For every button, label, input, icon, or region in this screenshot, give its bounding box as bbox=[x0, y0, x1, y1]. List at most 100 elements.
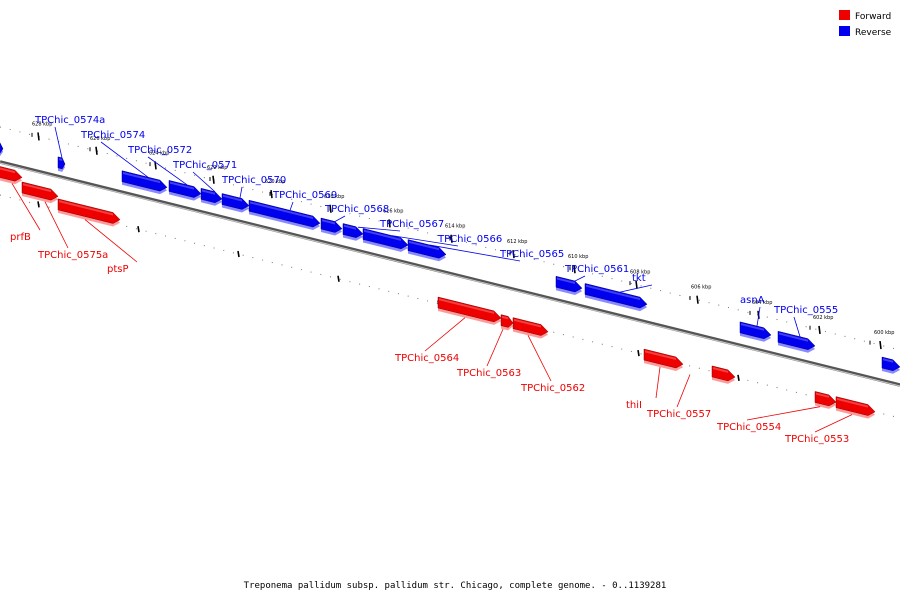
scale-tick-label: 622 kbp bbox=[207, 165, 227, 171]
scale-tick-label: 608 kbp bbox=[630, 270, 650, 276]
gene-arrow[interactable] bbox=[555, 275, 583, 295]
gene-arrow[interactable] bbox=[711, 365, 736, 384]
gene-label[interactable]: TPChic_0563 bbox=[456, 368, 521, 379]
gene-arrow[interactable] bbox=[437, 296, 502, 325]
gene-arrow[interactable] bbox=[777, 330, 816, 353]
label-leader-line bbox=[289, 201, 294, 211]
scale-tick-label: 612 kbp bbox=[507, 239, 527, 245]
scale-ticks: 628 kbp 626 kbp 624 kbp 622 kbp 620 kbp 618 k… bbox=[31, 121, 894, 406]
gene-arrow[interactable] bbox=[835, 396, 876, 419]
scale-tick-label: 602 kbp bbox=[813, 315, 833, 321]
scale-tick-label: 628 kbp bbox=[32, 121, 52, 127]
scale-tick bbox=[635, 280, 638, 289]
label-leader-line bbox=[655, 366, 661, 399]
gene-arrow[interactable] bbox=[320, 217, 343, 236]
gene-arrow[interactable] bbox=[0, 165, 23, 185]
gene-label[interactable]: TPChic_0570 bbox=[221, 175, 286, 186]
scale-tick bbox=[696, 295, 699, 304]
scale-tick-label: 626 kbp bbox=[90, 136, 110, 142]
gene-arrow[interactable] bbox=[57, 198, 121, 227]
label-leaders bbox=[11, 126, 853, 433]
gene-label[interactable]: TPChic_0561 bbox=[564, 264, 629, 275]
label-leader-line bbox=[100, 141, 149, 178]
scale-tick bbox=[573, 265, 576, 274]
gene-label[interactable]: TPChic_0565 bbox=[499, 249, 564, 260]
label-leader-line bbox=[814, 414, 853, 433]
label-leader-line bbox=[429, 244, 521, 262]
gene-label[interactable]: TPChic_0554 bbox=[716, 422, 781, 433]
gene-label[interactable]: TPChic_0567 bbox=[379, 219, 444, 230]
scale-tick bbox=[450, 234, 453, 243]
legend-forward-swatch bbox=[839, 10, 850, 20]
label-leader-line bbox=[239, 186, 243, 199]
label-leader-line bbox=[11, 183, 41, 231]
label-leader-line bbox=[486, 328, 504, 367]
gene-label[interactable]: TPChic_0557 bbox=[646, 409, 711, 420]
gene-label[interactable]: tkt bbox=[632, 273, 646, 284]
gene-arrow[interactable] bbox=[0, 141, 4, 157]
scale-tick-label: 616 kbp bbox=[383, 208, 403, 214]
gene-label[interactable]: TPChic_0575a bbox=[37, 250, 108, 261]
legend-reverse-swatch bbox=[839, 26, 850, 36]
label-leader-line bbox=[756, 306, 761, 327]
gene-arrow[interactable] bbox=[248, 199, 321, 231]
gene-arrow[interactable] bbox=[342, 223, 364, 241]
gene-label[interactable]: TPChic_0574 bbox=[80, 130, 145, 141]
scale-tick bbox=[637, 349, 640, 357]
gene-label[interactable]: TPChic_0572 bbox=[127, 145, 192, 156]
gene-arrow[interactable] bbox=[362, 228, 409, 252]
legend: Forward Reverse bbox=[839, 10, 892, 38]
label-leader-line bbox=[147, 156, 188, 186]
label-leader-line bbox=[424, 317, 466, 352]
label-leader-line bbox=[574, 275, 586, 282]
gene-label[interactable]: TPChic_0574a bbox=[34, 115, 105, 126]
gene-label[interactable]: TPChic_0566 bbox=[437, 234, 502, 245]
gene-label[interactable]: thiI bbox=[626, 400, 642, 411]
scale-tick bbox=[270, 190, 273, 199]
label-leader-line bbox=[84, 219, 138, 263]
scale-tick-label: 604 kbp bbox=[752, 300, 772, 306]
label-leader-line bbox=[357, 226, 401, 232]
gene-label[interactable]: TPChic_0562 bbox=[520, 383, 585, 394]
gene-arrow[interactable] bbox=[881, 356, 900, 374]
scale-tick-label: 600 kbp bbox=[874, 330, 894, 336]
scale-tick bbox=[737, 374, 740, 381]
legend-reverse-label: Reverse bbox=[855, 28, 892, 38]
scale-tick-label: 606 kbp bbox=[691, 285, 711, 291]
gene-label[interactable]: TPChic_0555 bbox=[773, 305, 838, 316]
scale-tick bbox=[137, 226, 140, 233]
gene-arrow[interactable] bbox=[512, 317, 549, 339]
label-leader-line bbox=[192, 171, 216, 193]
gene-label[interactable]: prfB bbox=[10, 232, 31, 243]
genome-caption: Treponema pallidum subsp. pallidum str. … bbox=[244, 581, 667, 591]
gene-features bbox=[0, 141, 900, 419]
legend-forward-label: Forward bbox=[855, 12, 891, 22]
gene-label[interactable]: TPChic_0553 bbox=[784, 434, 849, 445]
scale-tick bbox=[154, 161, 157, 170]
gene-label[interactable]: TPChic_0568 bbox=[324, 204, 389, 215]
label-leader-line bbox=[44, 201, 69, 249]
scale-tick bbox=[212, 175, 215, 184]
gene-label[interactable]: TPChic_0564 bbox=[394, 353, 459, 364]
gene-arrow[interactable] bbox=[221, 193, 250, 213]
gene-arrow[interactable] bbox=[814, 391, 837, 409]
gene-arrow[interactable] bbox=[643, 348, 684, 371]
gene-arrow[interactable] bbox=[739, 321, 772, 342]
gene-label[interactable]: TPChic_0571 bbox=[172, 160, 237, 171]
scale-tick bbox=[37, 132, 40, 141]
gene-arrow[interactable] bbox=[168, 180, 202, 201]
gene-arrow[interactable] bbox=[584, 283, 648, 312]
gene-arrow[interactable] bbox=[121, 170, 168, 195]
gene-arrow[interactable] bbox=[57, 156, 66, 172]
gene-arrow[interactable] bbox=[200, 187, 223, 206]
gene-arrow[interactable] bbox=[407, 239, 447, 262]
label-leader-line bbox=[527, 335, 552, 382]
gene-label[interactable]: asnA bbox=[740, 295, 765, 306]
scale-tick bbox=[37, 201, 40, 208]
gene-arrow[interactable] bbox=[500, 314, 514, 331]
gene-arrow[interactable] bbox=[21, 181, 59, 204]
gene-label[interactable]: ptsP bbox=[107, 264, 129, 275]
gene-label[interactable]: TPChic_0569 bbox=[272, 190, 337, 201]
scale-tick-label: 610 kbp bbox=[568, 254, 588, 260]
